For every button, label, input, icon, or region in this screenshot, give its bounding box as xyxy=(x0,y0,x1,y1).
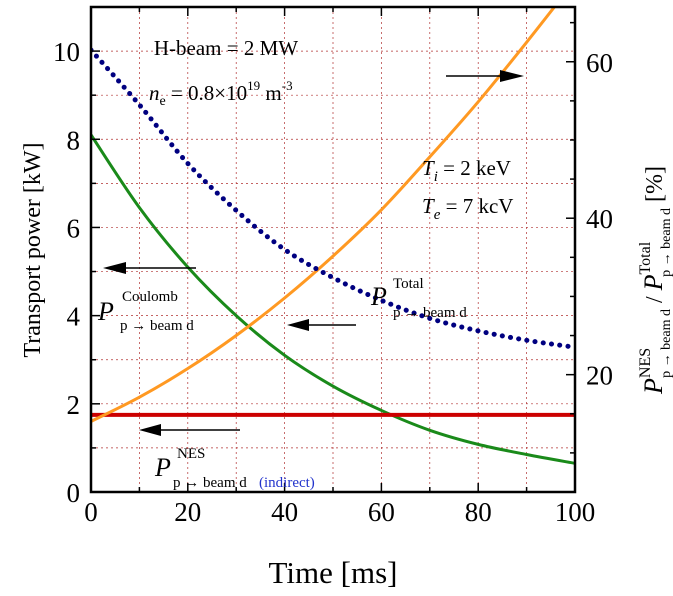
y-left-tick-label: 8 xyxy=(67,125,81,155)
series-line-total xyxy=(91,7,557,423)
annotation-hbeam: H-beam = 2 MW xyxy=(154,36,298,60)
y-left-tick-label: 0 xyxy=(67,478,81,508)
y-right-tick-label: 60 xyxy=(586,48,613,78)
x-axis-title: Time [ms] xyxy=(269,555,398,590)
y-right-tick-label: 20 xyxy=(586,361,613,391)
label-coulomb-main: P xyxy=(97,297,114,326)
label-nes-main: P xyxy=(154,453,171,482)
x-tick-label: 40 xyxy=(271,497,298,527)
grid xyxy=(90,6,576,493)
annotation-density: ne = 0.8×1019 m-3 xyxy=(149,78,293,109)
y-left-tick-label: 2 xyxy=(67,390,81,420)
arrow-coulomb xyxy=(103,262,196,274)
x-tick-label: 0 xyxy=(84,497,98,527)
arrow-ratio xyxy=(446,70,524,82)
arrow-nes xyxy=(139,424,240,436)
label-coulomb-sub: p → beam d xyxy=(120,318,194,334)
series-line-coulomb xyxy=(91,134,575,465)
label-total-sub: p → beam d xyxy=(393,305,467,321)
y-axis-left-title: Transport power [kW] xyxy=(20,142,46,357)
y-left-tick-label: 10 xyxy=(53,37,80,67)
series-line-ratio xyxy=(91,47,575,350)
x-tick-label: 20 xyxy=(174,497,201,527)
annotation-ti: Ti = 2 keV xyxy=(422,156,511,185)
label-nes-sub: p → beam d xyxy=(173,475,247,491)
y-right-tick-label: 40 xyxy=(586,204,613,234)
label-nes-indirect: (indirect) xyxy=(259,475,315,491)
y-left-tick-label: 6 xyxy=(67,213,81,243)
label-coulomb-sup: Coulomb xyxy=(122,289,178,305)
series-layer xyxy=(91,7,575,465)
ticks: 0 20 40 60 80 100 0 2 4 6 8 10 20 40 60 xyxy=(53,6,613,527)
label-total-sup: Total xyxy=(393,276,424,292)
x-tick-label: 60 xyxy=(368,497,395,527)
x-tick-label: 100 xyxy=(555,497,596,527)
annotation-te: Te = 7 kcV xyxy=(422,194,513,223)
arrow-total xyxy=(287,319,356,331)
x-tick-label: 80 xyxy=(465,497,492,527)
label-total-main: P xyxy=(370,282,387,311)
label-nes-sup: NES xyxy=(177,446,205,462)
y-left-tick-label: 4 xyxy=(67,302,81,332)
y-axis-right-title: PNES p → beam d / PTotal p → beam d [%] xyxy=(637,166,673,395)
